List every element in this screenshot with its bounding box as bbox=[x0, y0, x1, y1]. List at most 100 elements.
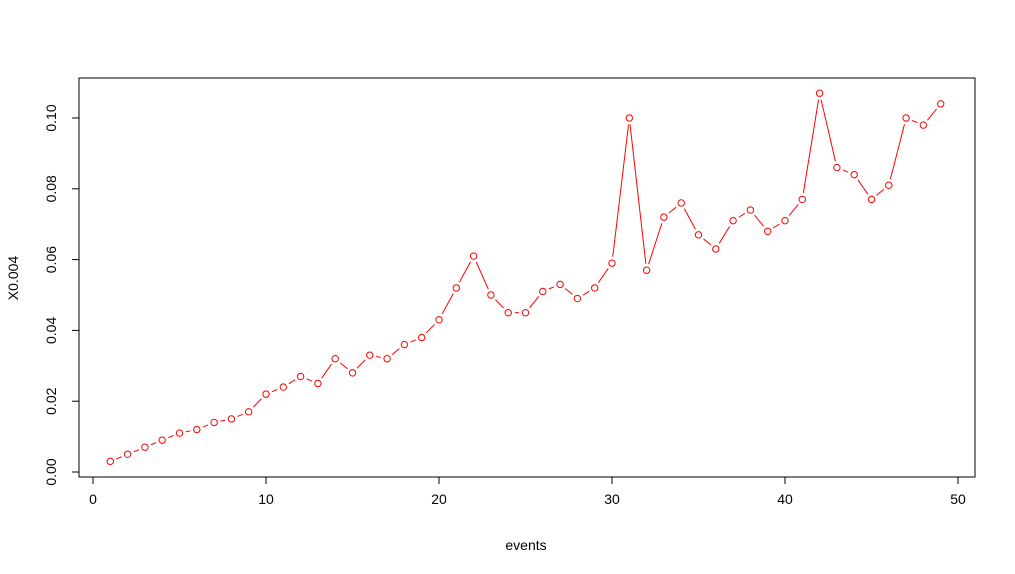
data-point bbox=[210, 418, 218, 427]
data-point bbox=[591, 284, 599, 292]
data-point bbox=[418, 333, 426, 342]
series-line-segment bbox=[202, 424, 209, 428]
series-line-segment bbox=[612, 124, 630, 257]
series-line-segment bbox=[564, 288, 573, 295]
x-axis: 0 10 20 30 40 50 bbox=[89, 476, 966, 507]
data-point bbox=[781, 216, 789, 225]
y-tick-label: 0.06 bbox=[43, 246, 59, 273]
series-line-segment bbox=[668, 206, 677, 214]
data-point bbox=[729, 216, 737, 225]
data-point bbox=[764, 227, 772, 235]
series-line-segment bbox=[629, 124, 647, 264]
data-point bbox=[919, 121, 928, 129]
series-line-segment bbox=[788, 204, 799, 216]
series-line-segment bbox=[820, 99, 836, 162]
series-line-segment bbox=[458, 261, 471, 283]
y-axis: 0.00 0.02 0.04 0.06 0.08 0.10 bbox=[43, 104, 80, 486]
series-line-segment bbox=[598, 268, 609, 283]
data-point bbox=[902, 114, 910, 122]
series-line-segment bbox=[857, 179, 869, 195]
series-line-segment bbox=[927, 108, 937, 121]
series-line-segment bbox=[529, 296, 540, 308]
series-line-segment bbox=[683, 208, 696, 230]
data-point bbox=[521, 309, 530, 317]
series-line-segment bbox=[306, 378, 313, 382]
series-line-segment bbox=[116, 456, 122, 460]
data-point bbox=[123, 450, 132, 458]
series-line-segment bbox=[321, 363, 332, 379]
data-point bbox=[245, 408, 253, 416]
x-tick-label: 20 bbox=[431, 491, 447, 507]
data-point bbox=[383, 355, 391, 363]
data-point bbox=[694, 231, 703, 239]
data-point bbox=[937, 100, 945, 108]
series-line-segment bbox=[425, 324, 435, 334]
series-line-segment bbox=[220, 419, 226, 422]
data-point bbox=[106, 457, 115, 466]
data-point bbox=[296, 372, 305, 381]
series-line-segment bbox=[441, 293, 454, 315]
data-point bbox=[158, 436, 166, 444]
series-line-segment bbox=[133, 449, 140, 453]
series-line-segment bbox=[271, 389, 278, 393]
data-point bbox=[175, 429, 184, 437]
data-point bbox=[348, 369, 357, 377]
data-point bbox=[833, 163, 841, 172]
data-point bbox=[660, 213, 668, 221]
data-point bbox=[573, 294, 582, 303]
data-point bbox=[798, 195, 806, 204]
x-tick-label: 10 bbox=[258, 491, 274, 507]
series-line-segment bbox=[475, 261, 489, 290]
series-layer bbox=[106, 89, 945, 466]
series-line-segment bbox=[288, 379, 296, 385]
series-line-segment bbox=[168, 435, 174, 439]
series-line-segment bbox=[376, 355, 381, 358]
y-tick-label: 0.02 bbox=[43, 387, 59, 414]
series-line-segment bbox=[889, 124, 905, 180]
x-tick-label: 30 bbox=[604, 491, 620, 507]
data-point bbox=[400, 340, 409, 349]
series-line-segment bbox=[339, 362, 348, 370]
data-point bbox=[608, 259, 616, 267]
series-line-segment bbox=[718, 225, 731, 244]
series-line-segment bbox=[356, 359, 366, 369]
series-line-segment bbox=[754, 214, 764, 227]
data-point bbox=[504, 309, 512, 317]
data-point bbox=[141, 443, 149, 451]
data-point bbox=[314, 379, 322, 388]
data-point bbox=[867, 195, 876, 204]
series-line-segment bbox=[410, 339, 416, 343]
data-point bbox=[469, 252, 478, 260]
data-point bbox=[539, 287, 547, 296]
series-line-segment bbox=[150, 442, 157, 446]
series-line-segment bbox=[802, 99, 820, 194]
data-point bbox=[850, 170, 858, 179]
y-tick-label: 0.10 bbox=[43, 104, 59, 131]
data-point bbox=[279, 383, 287, 391]
data-point bbox=[625, 114, 633, 122]
series-line-segment bbox=[911, 119, 918, 124]
x-tick-label: 0 bbox=[89, 491, 97, 507]
data-point bbox=[487, 291, 495, 299]
data-point bbox=[227, 415, 236, 423]
data-point bbox=[885, 181, 893, 189]
series-line-segment bbox=[252, 398, 262, 408]
y-axis-title: X0.004 bbox=[5, 256, 21, 301]
data-point bbox=[556, 280, 564, 289]
series-line-segment bbox=[237, 413, 243, 417]
x-tick-label: 40 bbox=[777, 491, 793, 507]
series-line-segment bbox=[185, 430, 191, 433]
data-point bbox=[642, 266, 651, 274]
x-tick-label: 50 bbox=[950, 491, 966, 507]
series-line-segment bbox=[391, 348, 400, 355]
series-line-segment bbox=[648, 223, 663, 265]
y-tick-label: 0.08 bbox=[43, 175, 59, 202]
series-line-segment bbox=[738, 213, 746, 218]
series-line-segment bbox=[582, 290, 590, 296]
plot-frame bbox=[78, 77, 976, 478]
data-point bbox=[366, 351, 374, 359]
data-point bbox=[331, 355, 339, 363]
series-line-segment bbox=[495, 299, 505, 309]
series-line-segment bbox=[876, 188, 885, 196]
